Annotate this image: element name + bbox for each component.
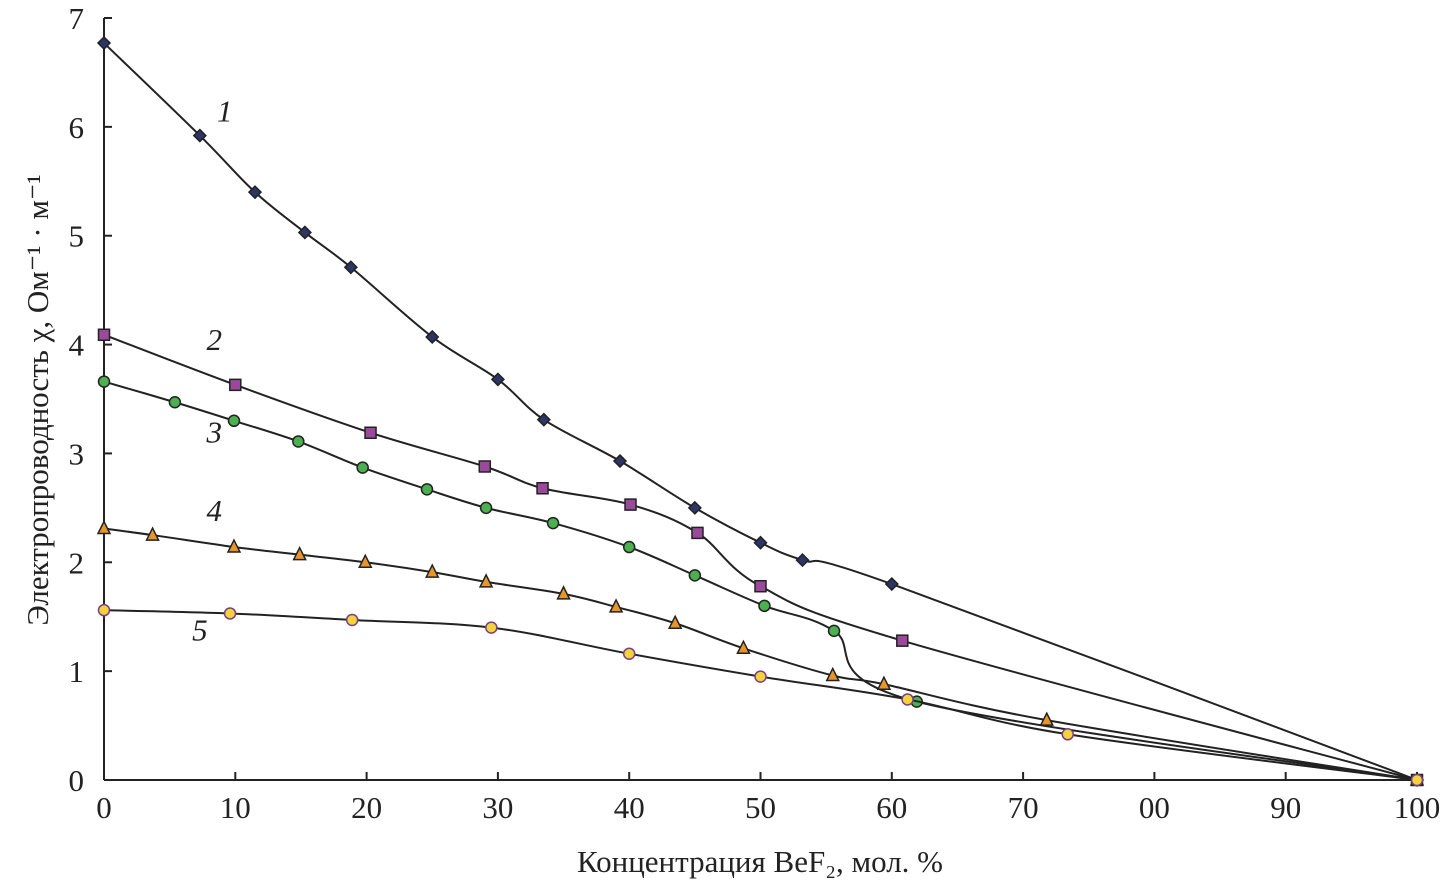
series-line bbox=[103, 527, 1418, 781]
marker bbox=[901, 693, 914, 706]
marker bbox=[1039, 711, 1054, 726]
marker bbox=[691, 526, 704, 540]
marker bbox=[420, 483, 434, 496]
marker bbox=[608, 598, 624, 613]
marker bbox=[479, 501, 493, 515]
x-tick-label: 60 bbox=[876, 790, 907, 825]
marker bbox=[343, 260, 358, 275]
marker bbox=[536, 482, 549, 495]
marker bbox=[622, 540, 636, 554]
marker bbox=[825, 666, 840, 682]
marker bbox=[227, 414, 241, 428]
y-tick-label: 3 bbox=[69, 436, 85, 471]
series-line bbox=[103, 609, 1418, 781]
marker bbox=[97, 603, 111, 617]
x-tick-label: 70 bbox=[1008, 790, 1039, 825]
marker bbox=[145, 526, 160, 541]
marker bbox=[622, 647, 636, 660]
marker bbox=[896, 634, 909, 647]
y-tick-label: 1 bbox=[69, 654, 85, 689]
marker bbox=[478, 573, 494, 588]
marker bbox=[876, 675, 892, 690]
y-tick-label: 4 bbox=[69, 328, 85, 363]
marker bbox=[297, 225, 312, 240]
marker bbox=[96, 519, 112, 535]
marker bbox=[226, 538, 242, 553]
marker bbox=[795, 553, 810, 568]
marker bbox=[223, 607, 237, 620]
marker bbox=[687, 500, 702, 515]
marker bbox=[358, 553, 373, 569]
x-tick-label: 50 bbox=[745, 790, 776, 825]
y-tick-label: 6 bbox=[69, 110, 85, 145]
curve-label: 2 bbox=[207, 322, 223, 357]
marker bbox=[97, 375, 111, 388]
y-axis-label: Электропроводность χ, Ом⁻¹ · м⁻¹ bbox=[20, 174, 55, 625]
marker bbox=[827, 624, 841, 638]
marker bbox=[364, 426, 377, 439]
curve-label: 5 bbox=[192, 613, 208, 648]
marker bbox=[490, 372, 505, 387]
marker bbox=[192, 128, 207, 143]
marker bbox=[667, 614, 683, 629]
marker bbox=[688, 569, 702, 582]
y-tick-label: 7 bbox=[69, 1, 85, 36]
y-tick-label: 2 bbox=[69, 545, 85, 580]
marker bbox=[556, 585, 571, 600]
marker bbox=[736, 639, 751, 655]
marker bbox=[292, 435, 305, 448]
x-tick-label: 20 bbox=[351, 790, 382, 825]
marker bbox=[345, 613, 359, 627]
marker bbox=[624, 498, 637, 511]
marker bbox=[1410, 773, 1424, 787]
marker bbox=[292, 545, 307, 561]
marker bbox=[478, 460, 492, 473]
x-tick-label: 30 bbox=[482, 790, 513, 825]
marker bbox=[754, 670, 767, 683]
curve-label: 1 bbox=[217, 93, 233, 128]
series-line bbox=[103, 42, 1418, 781]
x-tick-label: 90 bbox=[1270, 790, 1301, 825]
marker bbox=[229, 378, 242, 392]
marker bbox=[536, 412, 551, 427]
marker bbox=[1061, 728, 1074, 741]
marker bbox=[758, 599, 771, 613]
marker bbox=[485, 621, 498, 634]
marker bbox=[753, 535, 768, 550]
marker bbox=[356, 461, 369, 474]
x-tick-label: 00 bbox=[1139, 790, 1170, 825]
marker bbox=[425, 329, 440, 345]
marker bbox=[425, 563, 440, 578]
y-tick-label: 5 bbox=[69, 219, 85, 254]
marker bbox=[612, 453, 628, 469]
marker bbox=[754, 579, 767, 593]
marker bbox=[546, 516, 560, 530]
marker bbox=[884, 576, 899, 592]
x-tick-label: 0 bbox=[96, 790, 112, 825]
x-tick-label: 40 bbox=[614, 790, 645, 825]
curve-label: 4 bbox=[207, 493, 223, 528]
marker bbox=[97, 328, 111, 342]
marker bbox=[96, 35, 112, 51]
x-tick-label: 10 bbox=[220, 790, 251, 825]
marker bbox=[168, 396, 182, 409]
x-tick-label: 100 bbox=[1394, 790, 1441, 825]
marker bbox=[247, 185, 263, 200]
curve-label: 3 bbox=[206, 415, 223, 450]
x-axis-label: Концентрация BeF₂, мол. % bbox=[577, 844, 943, 879]
y-tick-label: 0 bbox=[69, 763, 85, 798]
